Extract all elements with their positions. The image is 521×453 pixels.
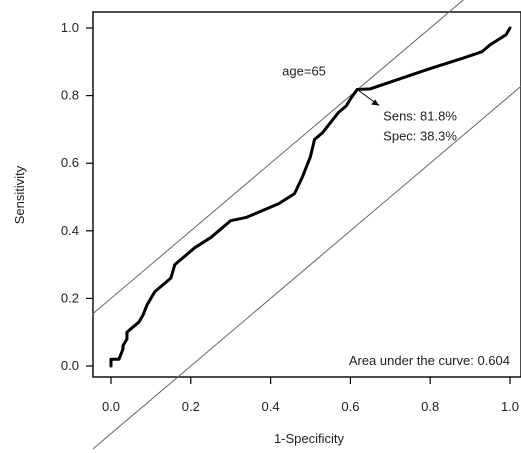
annotation-specificity-label: Spec: 38.3% [383, 129, 457, 144]
x-tick-label: 0.4 [262, 399, 280, 414]
y-tick-label: 0.6 [61, 155, 79, 170]
roc-curve-line [109, 26, 512, 368]
x-tick-label: 0.8 [421, 399, 439, 414]
x-tick-label: 0.2 [182, 399, 200, 414]
y-axis-label: Sensitivity [12, 165, 27, 224]
y-tick-label: 0.2 [61, 290, 79, 305]
x-tick-label: 0.6 [341, 399, 359, 414]
annotations: age=65 Sens: 81.8% Spec: 38.3% [282, 64, 457, 144]
x-tick-label: 1.0 [501, 399, 519, 414]
y-tick-label: 0.8 [61, 88, 79, 103]
plot-frame [92, 11, 521, 378]
y-tick-label: 1.0 [61, 20, 79, 35]
x-tick-label: 0.0 [102, 399, 120, 414]
y-tick-label: 0.4 [61, 223, 79, 238]
axes: 0.0 0.2 0.4 0.6 0.8 1.0 0.0 0.2 0.4 0.6 0.8 1.0 [61, 20, 519, 414]
annotation-point-label: age=65 [282, 64, 326, 79]
y-tick-label: 0.0 [61, 358, 79, 373]
roc-curve-group [109, 26, 512, 368]
x-axis-label: 1-Specificity [274, 431, 345, 446]
upper-reference-line [92, 0, 465, 315]
lower-reference-line [92, 85, 521, 450]
reference-lines [92, 0, 521, 450]
annotation-arrowhead [371, 99, 380, 106]
annotation-sensitivity-label: Sens: 81.8% [383, 109, 457, 124]
auc-label: Area under the curve: 0.604 [349, 353, 510, 368]
